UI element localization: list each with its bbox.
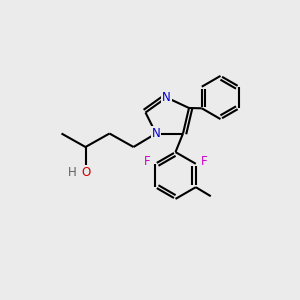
- Text: F: F: [201, 155, 208, 168]
- Text: N: N: [162, 91, 171, 104]
- Text: O: O: [81, 166, 90, 179]
- Text: F: F: [143, 155, 150, 168]
- Text: H: H: [68, 166, 76, 179]
- Text: N: N: [152, 127, 160, 140]
